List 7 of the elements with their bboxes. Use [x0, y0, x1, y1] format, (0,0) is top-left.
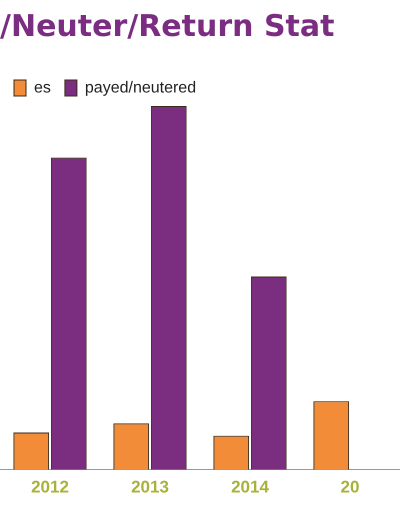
x-tick-label: 2013	[131, 477, 169, 496]
x-tick-label: 2014	[231, 477, 270, 496]
legend-label: es	[34, 79, 51, 96]
x-tick-label: 20	[340, 477, 360, 496]
x-tick-label: 2012	[31, 477, 69, 496]
chart-title: /Neuter/Return Stat	[0, 8, 334, 44]
legend-label: payed/neutered	[84, 79, 196, 96]
